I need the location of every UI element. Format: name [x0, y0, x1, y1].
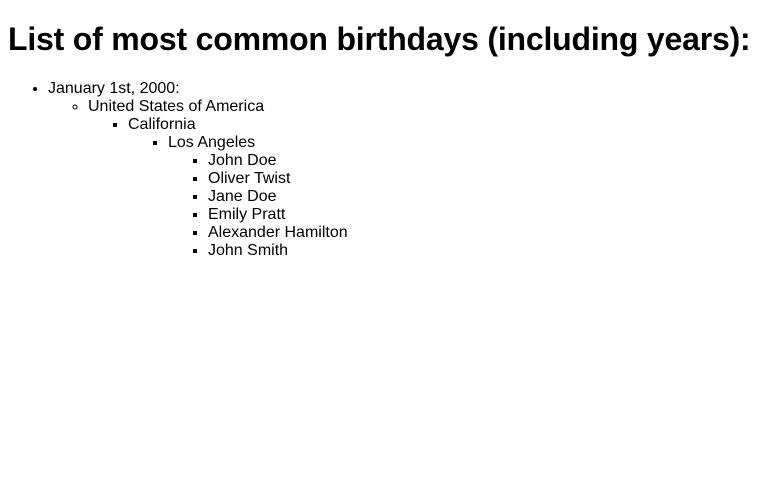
city-label: Los Angeles	[168, 133, 256, 151]
person-name: Alexander Hamilton	[208, 223, 348, 241]
tree-item-person: Jane Doe	[208, 188, 760, 206]
tree-item-person: Emily Pratt	[208, 206, 760, 224]
state-list: California Los Angeles John DoeOliver Tw…	[88, 116, 760, 260]
person-name: Oliver Twist	[208, 169, 291, 187]
person-list: John DoeOliver TwistJane DoeEmily PrattA…	[168, 152, 760, 260]
city-list: Los Angeles John DoeOliver TwistJane Doe…	[128, 134, 760, 260]
tree-item-country: United States of America California Los …	[88, 98, 760, 260]
tree-item-city: Los Angeles John DoeOliver TwistJane Doe…	[168, 134, 760, 260]
tree-item-person: Oliver Twist	[208, 170, 760, 188]
state-label: California	[128, 115, 196, 133]
page-body: { "page": { "heading": "List of most com…	[8, 21, 760, 260]
page-title: List of most common birthdays (including…	[8, 21, 751, 58]
person-name: Jane Doe	[208, 187, 277, 205]
tree-item-state: California Los Angeles John DoeOliver Tw…	[128, 116, 760, 260]
tree-item-person: John Smith	[208, 242, 760, 260]
tree-item-person: John Doe	[208, 152, 760, 170]
tree-item-date: January 1st, 2000: United States of Amer…	[48, 80, 760, 260]
birthday-tree-root: January 1st, 2000: United States of Amer…	[8, 80, 760, 260]
person-name: Emily Pratt	[208, 205, 286, 223]
country-list: United States of America California Los …	[48, 98, 760, 260]
person-name: John Doe	[208, 151, 277, 169]
country-label: United States of America	[88, 97, 265, 115]
tree-item-person: Alexander Hamilton	[208, 224, 760, 242]
date-label: January 1st, 2000:	[48, 79, 180, 97]
person-name: John Smith	[208, 241, 289, 259]
